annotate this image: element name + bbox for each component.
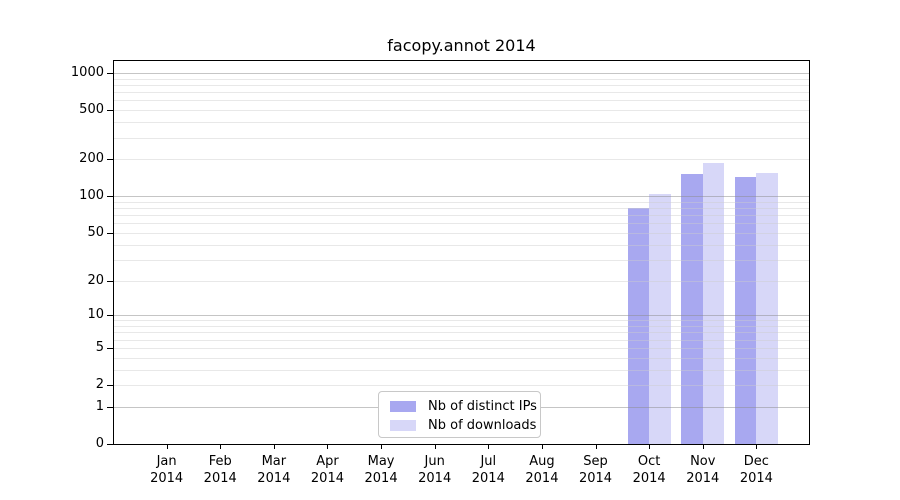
gridline-y-300 bbox=[114, 137, 809, 139]
gridline-y-8 bbox=[114, 326, 809, 327]
x-tick-label-sep: Sep 2014 bbox=[578, 454, 613, 486]
x-tick-label-jul: Jul 2014 bbox=[471, 454, 505, 486]
bar-oct-distinct-ips bbox=[627, 208, 650, 444]
gridline-y-30 bbox=[114, 259, 809, 261]
y-tick-label-100: 100 bbox=[79, 188, 104, 204]
gridline-y-40 bbox=[114, 244, 809, 246]
y-tick-label-500: 500 bbox=[79, 102, 104, 118]
bar-dec-distinct-ips bbox=[734, 177, 757, 444]
y-tick-mark bbox=[107, 232, 113, 234]
y-tick-label-1000: 1000 bbox=[70, 65, 104, 80]
gridline-y-90 bbox=[114, 201, 809, 203]
x-tick-mark bbox=[756, 445, 758, 449]
gridline-y-700 bbox=[114, 92, 809, 94]
x-tick-label-mar: Mar 2014 bbox=[257, 454, 291, 486]
x-tick-label-nov: Nov 2014 bbox=[686, 454, 720, 486]
bar-oct-downloads bbox=[649, 193, 671, 444]
x-tick-mark bbox=[541, 445, 543, 449]
legend-row-downloads: Nb of downloads bbox=[387, 416, 536, 435]
x-tick-mark bbox=[273, 445, 275, 449]
y-tick-mark bbox=[107, 159, 113, 161]
downloads-swatch-icon bbox=[390, 420, 416, 431]
gridline-y-80 bbox=[114, 208, 809, 210]
y-tick-label-20: 20 bbox=[87, 272, 104, 288]
x-tick-mark bbox=[381, 445, 383, 449]
gridline-y-900 bbox=[114, 78, 809, 80]
gridline-y-7 bbox=[114, 332, 809, 334]
x-tick-mark bbox=[595, 445, 597, 449]
plot-area bbox=[113, 60, 810, 445]
gridline-y-600 bbox=[114, 100, 809, 102]
gridline-y-3 bbox=[114, 369, 809, 371]
y-tick-mark bbox=[107, 385, 113, 386]
gridline-y-1000 bbox=[114, 73, 809, 74]
x-tick-mark bbox=[327, 445, 329, 449]
gridline-y-500 bbox=[114, 110, 809, 112]
gridline-y-60 bbox=[114, 223, 809, 225]
y-tick-mark bbox=[107, 444, 113, 445]
x-tick-mark bbox=[166, 445, 168, 449]
x-tick-label-apr: Apr 2014 bbox=[310, 454, 344, 486]
x-tick-mark bbox=[434, 445, 436, 449]
gridline-y-200 bbox=[114, 159, 809, 161]
legend-label-downloads: Nb of downloads bbox=[428, 418, 537, 433]
x-tick-label-may: May 2014 bbox=[364, 454, 398, 486]
bars-layer bbox=[114, 61, 809, 444]
y-tick-mark bbox=[107, 73, 113, 74]
gridline-y-6 bbox=[114, 339, 809, 341]
x-tick-label-oct: Oct 2014 bbox=[632, 454, 666, 486]
y-tick-mark bbox=[107, 196, 113, 198]
y-tick-mark bbox=[107, 347, 113, 349]
bar-dec-downloads bbox=[756, 172, 778, 444]
gridline-y-20 bbox=[114, 280, 809, 282]
x-tick-label-jan: Jan 2014 bbox=[150, 454, 184, 486]
gridlines-layer bbox=[114, 61, 809, 444]
y-tick-label-0: 0 bbox=[95, 436, 104, 451]
gridline-y-800 bbox=[114, 84, 809, 86]
y-tick-mark bbox=[107, 280, 113, 282]
y-tick-label-2: 2 bbox=[95, 377, 104, 392]
y-tick-label-200: 200 bbox=[79, 151, 104, 167]
gridline-y-50 bbox=[114, 232, 809, 234]
legend: Nb of distinct IPs Nb of downloads bbox=[378, 391, 541, 438]
distinct-ips-swatch-icon bbox=[390, 401, 416, 412]
y-tick-mark bbox=[107, 315, 113, 317]
gridline-y-400 bbox=[114, 122, 809, 124]
x-tick-mark bbox=[488, 445, 490, 449]
x-tick-mark bbox=[220, 445, 222, 449]
bar-nov-distinct-ips bbox=[681, 173, 703, 444]
legend-label-distinct-ips: Nb of distinct IPs bbox=[428, 399, 537, 414]
y-tick-label-10: 10 bbox=[87, 307, 104, 323]
x-tick-label-feb: Feb 2014 bbox=[203, 454, 237, 486]
x-tick-mark bbox=[649, 445, 651, 449]
gridline-y-5 bbox=[114, 347, 809, 349]
y-tick-label-50: 50 bbox=[87, 224, 104, 240]
y-tick-label-5: 5 bbox=[95, 339, 104, 355]
gridline-y-70 bbox=[114, 215, 809, 217]
x-tick-label-aug: Aug 2014 bbox=[525, 454, 559, 486]
x-tick-label-jun: Jun 2014 bbox=[418, 454, 452, 486]
gridline-y-100 bbox=[114, 196, 809, 198]
legend-row-distinct-ips: Nb of distinct IPs bbox=[387, 397, 537, 416]
x-tick-mark bbox=[702, 445, 704, 449]
y-tick-mark bbox=[107, 110, 113, 112]
gridline-y-2 bbox=[114, 385, 809, 386]
x-tick-label-dec: Dec 2014 bbox=[739, 454, 773, 486]
gridline-y-10 bbox=[114, 315, 809, 317]
gridline-y-4 bbox=[114, 357, 809, 359]
bar-nov-downloads bbox=[702, 163, 725, 444]
y-tick-label-1: 1 bbox=[95, 398, 104, 414]
chart-title: facopy.annot 2014 bbox=[387, 36, 536, 55]
gridline-y-9 bbox=[114, 320, 809, 322]
y-tick-mark bbox=[107, 406, 113, 408]
